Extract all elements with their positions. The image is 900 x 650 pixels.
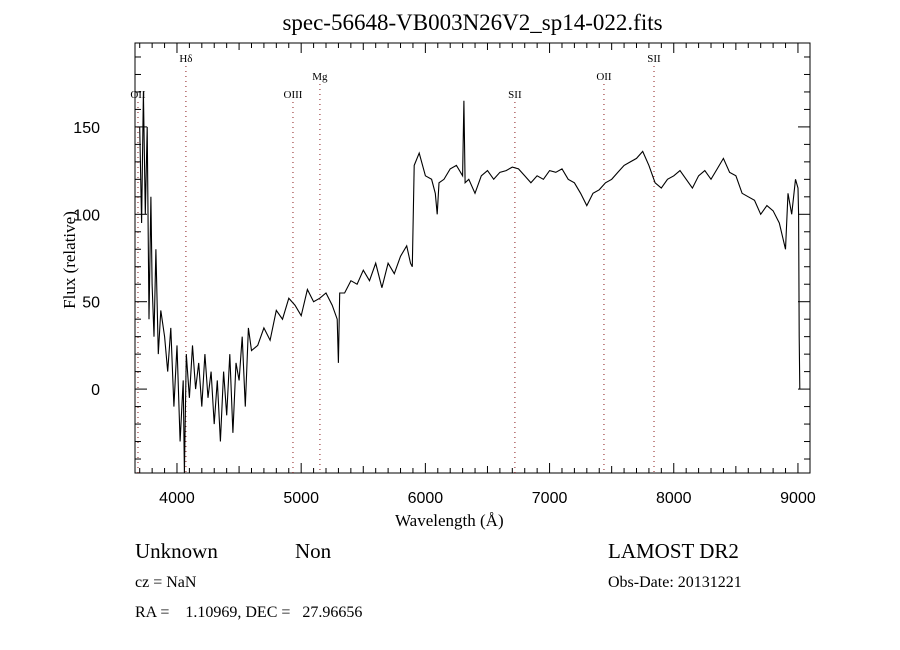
x-tick-label: 4000 <box>159 490 195 507</box>
object-subclass: Non <box>295 539 332 563</box>
obs-date-text: Obs-Date: 20131221 <box>608 574 742 591</box>
object-class: Unknown <box>135 539 218 563</box>
plot-frame <box>134 42 811 474</box>
spectrum-line <box>139 91 801 474</box>
spectral-line-label: OII <box>596 71 612 83</box>
x-tick-label: 7000 <box>532 490 568 507</box>
spectral-line-label: Hδ <box>179 53 192 65</box>
x-tick-label: 8000 <box>656 490 692 507</box>
spectral-line-label: SII <box>647 53 661 65</box>
y-axis-label: Flux (relative) <box>60 211 79 309</box>
spectral-line-label: SII <box>508 89 522 101</box>
y-tick-label: 100 <box>73 207 100 224</box>
x-tick-label: 6000 <box>408 490 444 507</box>
x-tick-label: 5000 <box>283 490 319 507</box>
x-tick-label: 9000 <box>780 490 816 507</box>
y-tick-label: 0 <box>91 382 100 399</box>
spectral-line-label: OIII <box>284 89 303 101</box>
spectral-line-label: Mg <box>312 71 328 83</box>
x-axis-label: Wavelength (Å) <box>395 511 504 530</box>
redshift-text: cz = NaN <box>135 574 197 591</box>
y-tick-label: 50 <box>82 295 100 312</box>
spectral-line-label: OII <box>130 89 146 101</box>
survey-name: LAMOST DR2 <box>608 539 739 563</box>
y-tick-label: 150 <box>73 120 100 137</box>
coordinates-text: RA = 1.10969, DEC = 27.96656 <box>135 604 363 621</box>
chart-title: spec-56648-VB003N26V2_sp14-022.fits <box>282 10 663 35</box>
